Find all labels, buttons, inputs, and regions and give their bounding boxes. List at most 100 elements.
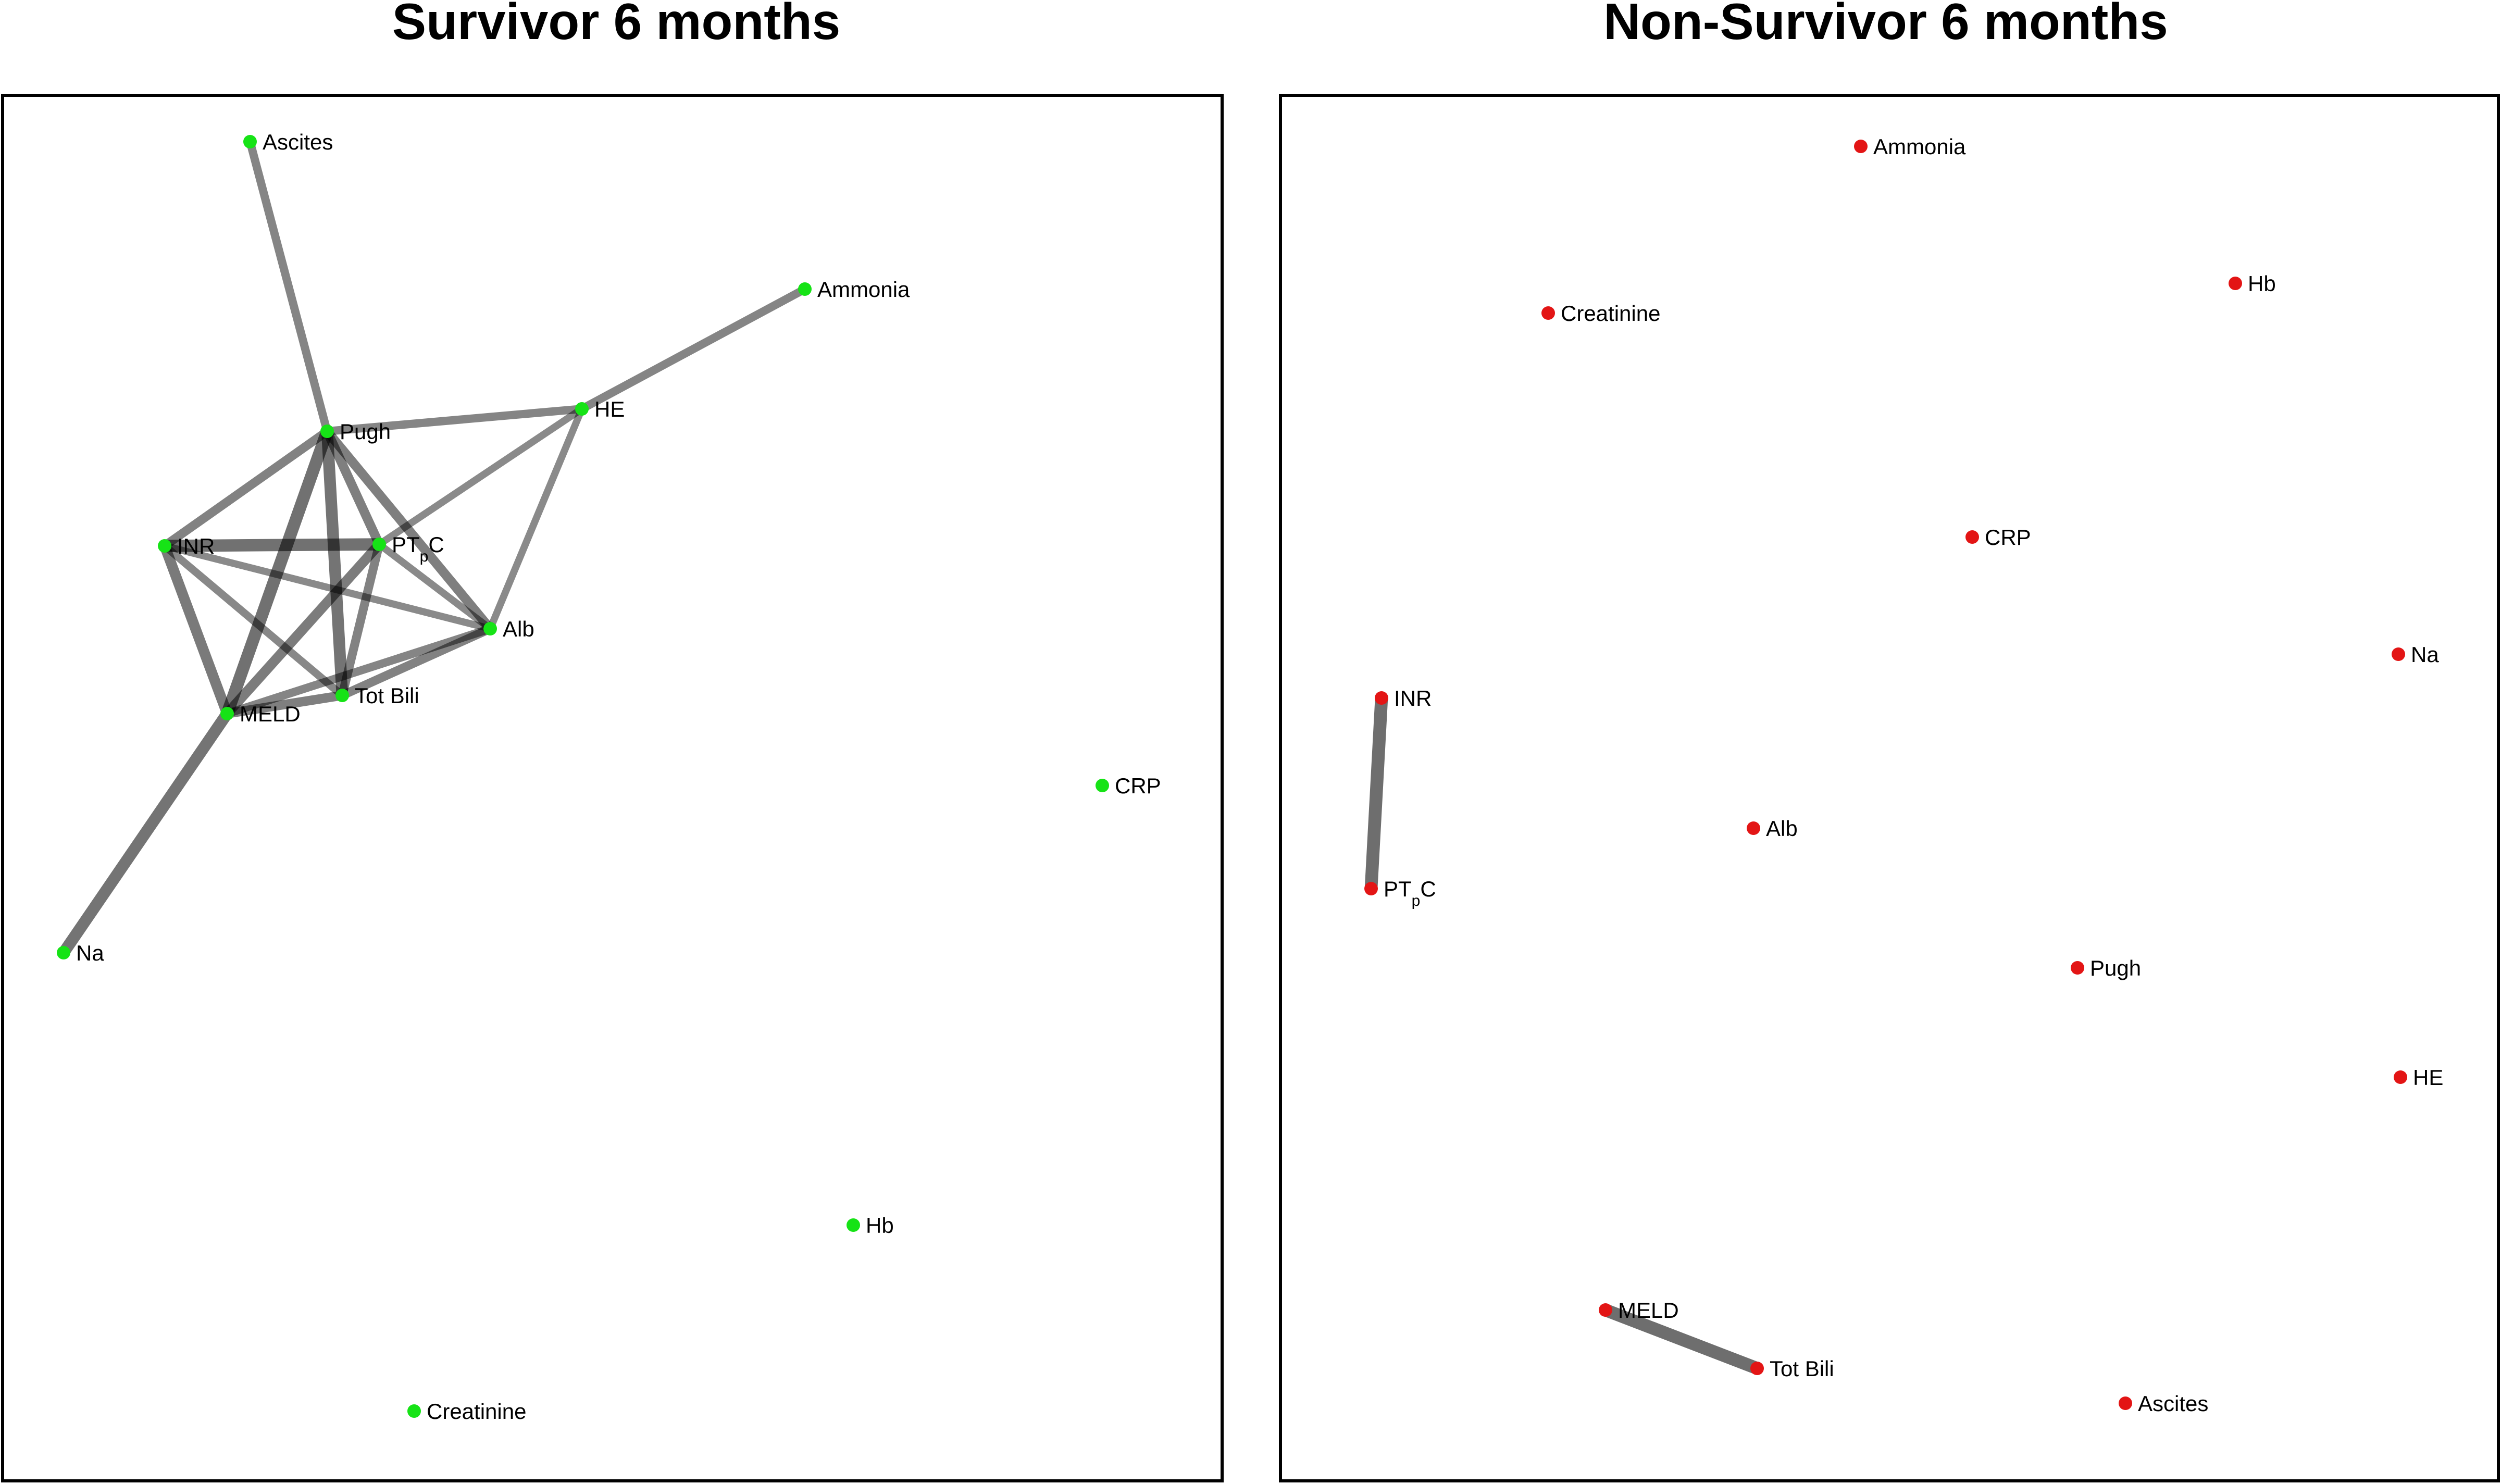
survivor-node-crp: CRP [1096,774,1161,798]
survivor-node-marker-creatinine [407,1404,421,1418]
survivor-edge-inr-totbili [160,542,346,700]
survivor-node-creatinine: Creatinine [407,1399,526,1424]
non-survivor-node-label-ammonia: Ammonia [1873,134,1966,159]
non-survivor-node-meld: MELD [1599,1298,1679,1323]
survivor-node-marker-pugh [320,425,334,438]
survivor-edge-inr-meld [159,540,233,719]
non-survivor-node-ascites: Ascites [2119,1391,2208,1416]
non-survivor-node-alb: Alb [1747,816,1798,841]
non-survivor-node-marker-he [2394,1070,2407,1084]
survivor-node-marker-alb [483,622,497,635]
non-survivor-node-marker-na [2392,647,2405,661]
non-survivor-node-marker-hb [2229,277,2242,290]
survivor-node-label-ammonia: Ammonia [817,277,910,302]
survivor-edge-meld-alb [223,625,494,718]
non-survivor-node-label-inr: INR [1394,686,1432,710]
survivor-node-label-inr: INR [177,534,215,558]
survivor-edge-he-ptpc [376,405,586,548]
survivor-node-marker-hb [847,1218,860,1232]
survivor-nodes: Ascites Ammonia HE Pugh INR PTpC Alb Tot Bili ME… [57,130,1161,1424]
survivor-node-label-na: Na [76,941,104,965]
non-survivor-node-creatinine: Creatinine [1541,301,1660,326]
survivor-node-label-meld: MELD [240,702,301,726]
non-survivor-node-label-crp: CRP [1985,525,2031,550]
survivor-edge-meld-na [57,707,233,959]
survivor-edge-meld-totbili [222,690,347,719]
non-survivor-node-label-na: Na [2411,642,2439,667]
survivor-node-label-hb: Hb [866,1213,894,1238]
non-survivor-node-he: HE [2394,1065,2443,1090]
survivor-node-marker-ascites [243,135,257,148]
survivor-node-pugh: Pugh [320,419,391,444]
non-survivor-node-pugh: Pugh [2071,956,2141,980]
survivor-node-totbili: Tot Bili [335,683,419,708]
survivor-edge-he-alb [487,405,586,632]
non-survivor-node-marker-crp [1965,530,1979,544]
survivor-node-marker-na [57,946,70,959]
survivor-node-label-ascites: Ascites [263,130,333,154]
non-survivor-node-ptpc: PTpC [1364,877,1436,909]
survivor-edge-ascites-pugh [246,138,331,435]
non-survivor-nodes: Ammonia Creatinine Hb CRP Na INR Alb PTpC Pugh HE… [1364,134,2443,1416]
non-survivor-node-marker-alb [1747,821,1760,835]
non-survivor-node-crp: CRP [1965,525,2031,550]
survivor-node-na: Na [57,941,104,965]
survivor-node-marker-crp [1096,779,1109,792]
survivor-node-label-crp: CRP [1115,774,1161,798]
non-survivor-edges [1364,691,1764,1375]
non-survivor-node-marker-ascites [2119,1396,2132,1410]
non-survivor-panel-title: Non-Survivor 6 months [1603,0,2168,50]
non-survivor-edge-inr-ptpc [1364,691,1388,895]
non-survivor-node-label-ascites: Ascites [2138,1391,2208,1416]
non-survivor-node-marker-totbili [1750,1362,1764,1375]
survivor-edge-pugh-he [323,405,586,435]
survivor-edge-pugh-totbili [321,425,349,702]
survivor-node-marker-he [575,402,589,416]
survivor-edge-ptpc-alb [376,541,494,632]
survivor-edge-pugh-alb [322,426,495,634]
non-survivor-node-label-pugh: Pugh [2090,956,2141,980]
survivor-node-label-pugh: Pugh [340,419,391,444]
survivor-node-label-creatinine: Creatinine [427,1399,526,1424]
non-survivor-panel: Non-Survivor 6 months Ammonia Creatinine H… [1279,0,2500,1482]
survivor-node-ptpc: PTpC [372,532,444,565]
non-survivor-node-label-he: HE [2413,1065,2443,1090]
non-survivor-node-marker-inr [1375,691,1388,705]
survivor-node-ammonia: Ammonia [798,277,910,302]
non-survivor-node-inr: INR [1375,686,1432,710]
survivor-node-he: HE [575,397,625,421]
survivor-edges [57,138,809,959]
survivor-edge-pugh-inr [160,427,332,551]
survivor-edge-inr-alb [161,542,494,632]
survivor-node-hb: Hb [847,1213,894,1238]
non-survivor-node-marker-meld [1599,1303,1612,1317]
survivor-edge-pugh-ptpc [322,426,384,550]
survivor-node-ascites: Ascites [243,130,333,154]
survivor-node-marker-ammonia [798,282,812,296]
survivor-node-label-totbili: Tot Bili [355,683,419,708]
non-survivor-node-marker-creatinine [1541,306,1555,320]
non-survivor-node-label-hb: Hb [2248,271,2276,296]
non-survivor-node-marker-ammonia [1854,140,1868,153]
non-survivor-node-label-meld: MELD [1618,1298,1679,1323]
survivor-panel-frame [1,94,1224,1482]
non-survivor-node-label-totbili: Tot Bili [1770,1356,1834,1381]
survivor-node-marker-ptpc [372,538,386,551]
survivor-node-label-ptpc: PTpC [392,532,444,565]
survivor-edge-pugh-meld [221,425,333,720]
survivor-node-marker-meld [220,707,234,720]
non-survivor-node-ammonia: Ammonia [1854,134,1966,159]
survivor-node-label-he: HE [594,397,625,421]
non-survivor-node-totbili: Tot Bili [1750,1356,1834,1381]
survivor-edge-totbili-alb [338,624,495,700]
non-survivor-node-hb: Hb [2229,271,2276,296]
non-survivor-node-label-ptpc: PTpC [1384,877,1436,909]
non-survivor-node-marker-ptpc [1364,882,1378,895]
survivor-node-marker-totbili [335,689,349,702]
non-survivor-panel-frame [1279,94,2500,1482]
survivor-node-label-alb: Alb [503,617,534,641]
survivor-node-marker-inr [158,539,171,553]
survivor-edge-ammonia-he [578,285,809,413]
survivor-edge-ptpc-meld [222,539,384,719]
